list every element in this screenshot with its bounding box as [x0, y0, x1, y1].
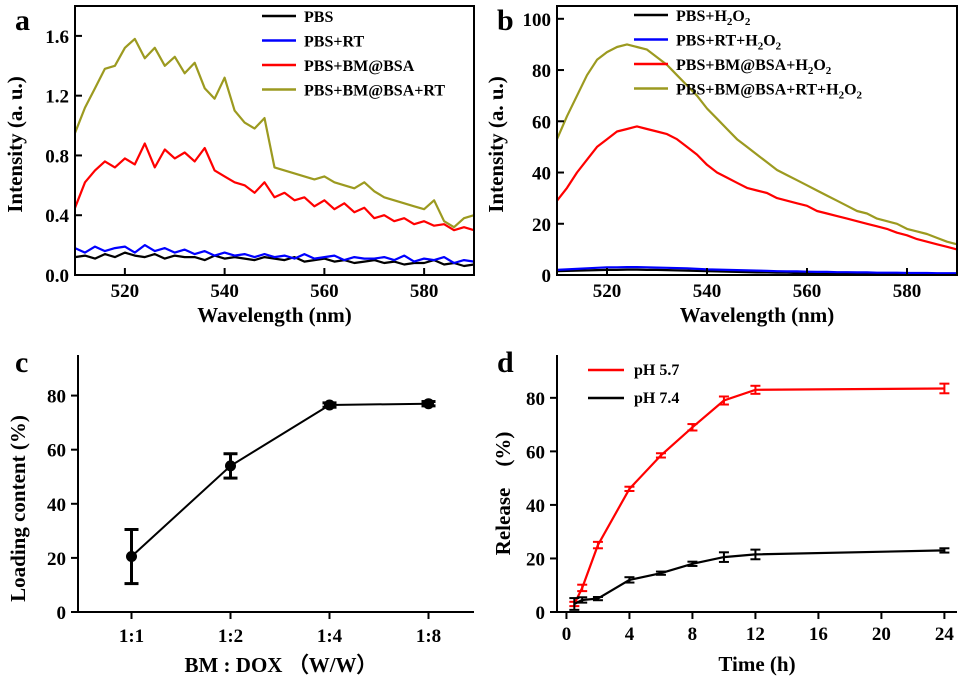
y-tick-label: 80 [526, 389, 545, 410]
y-tick-label: 0.4 [45, 206, 69, 227]
y-tick-label: 60 [526, 442, 545, 463]
plot-frame [556, 5, 958, 276]
series-line [573, 387, 945, 605]
x-tick-label: 540 [693, 281, 722, 302]
x-axis-title: Time (h) [718, 652, 795, 676]
x-tick-label: 12 [746, 624, 765, 645]
legend-label-part: O [732, 8, 744, 25]
legend-label-part: O [813, 57, 825, 74]
y-tick-label: 80 [47, 387, 66, 408]
x-tick-label: 520 [593, 281, 622, 302]
legend-label-part: O [763, 33, 775, 50]
panel-letter-b: b [497, 4, 514, 37]
x-tick-label: 8 [688, 624, 698, 645]
x-tick-label: 20 [872, 624, 891, 645]
legend-subscript: 2 [808, 65, 814, 77]
legend-label: PBS+BM@BSA [304, 58, 415, 75]
x-tick-label: 4 [625, 624, 635, 645]
legend-label: PBS+RT [304, 34, 364, 51]
x-axis-title: Wavelength (nm) [197, 303, 352, 327]
data-point [423, 398, 434, 410]
series-line [73, 142, 475, 232]
series-line [556, 125, 958, 251]
legend-label: PBS+RT+H2O2 [676, 33, 782, 53]
y-tick-label: 0 [57, 603, 67, 624]
y-tick-label: 1.6 [45, 27, 69, 48]
x-tick-label: 580 [893, 281, 922, 302]
y-axis-title: Intensity (a. u.) [484, 76, 508, 213]
y-tick-label: 0 [536, 603, 546, 624]
legend-label-part: PBS+H [676, 8, 727, 25]
y-tick-label: 20 [526, 549, 545, 570]
series-line [556, 266, 957, 275]
legend-label-part: PBS+BM@BSA+RT+H [676, 82, 839, 99]
panel-letter-c: c [15, 346, 28, 379]
panel-letter-d: d [497, 346, 514, 379]
x-tick-label: 1:2 [218, 626, 243, 647]
series-line [74, 251, 475, 268]
x-tick-label: 560 [793, 281, 822, 302]
legend-label: PBS+BM@BSA+RT+H2O2 [676, 82, 863, 102]
y-tick-label: 20 [47, 549, 66, 570]
legend-label-part: PBS+BM@BSA+H [676, 57, 808, 74]
y-tick-label: 0.8 [45, 146, 69, 167]
legend-label: pH 5.7 [634, 362, 679, 379]
x-tick-label: 540 [210, 281, 239, 302]
x-tick-label: 580 [410, 281, 439, 302]
data-point [324, 399, 335, 411]
legend-label: PBS+BM@BSA+H2O2 [676, 57, 832, 77]
y-tick-label: 20 [532, 215, 551, 236]
plot-frame [74, 5, 475, 276]
data-point [126, 551, 137, 563]
y-axis-title: Release (%) [491, 432, 515, 556]
legend-subscript: 2 [727, 16, 733, 28]
legend-label: PBS+BM@BSA+RT [304, 83, 445, 100]
y-tick-label: 60 [532, 112, 551, 133]
legend-subscript: 2 [758, 41, 764, 53]
x-tick-label: 24 [935, 624, 955, 645]
y-tick-label: 1.2 [45, 87, 69, 108]
y-tick-label: 0 [542, 266, 552, 287]
y-tick-label: 0.0 [45, 266, 69, 287]
y-tick-label: 80 [532, 61, 551, 82]
x-tick-label: 0 [562, 624, 572, 645]
legend-subscript: 2 [826, 65, 832, 77]
legend-subscript: 2 [857, 90, 863, 102]
x-tick-label: 1:4 [317, 626, 343, 647]
x-axis-title: Wavelength (nm) [680, 303, 835, 327]
panel-letter-a: a [15, 4, 30, 37]
x-tick-label: 520 [111, 281, 140, 302]
panel-a: a 520 540 560 580 0.0 0.4 0.8 1.2 1.6 Wavelength (… [3, 4, 475, 327]
panel-c: c 0 20 40 60 80 1:1 1:2 1:4 1:8 BM : DOX （W/W） Load… [6, 346, 474, 677]
y-tick-label: 40 [532, 164, 551, 185]
legend-label-part: O [844, 82, 856, 99]
y-axis-title: Intensity (a. u.) [3, 76, 27, 213]
legend-label: PBS [304, 9, 333, 26]
x-axis-title: BM : DOX （W/W） [184, 653, 377, 677]
series-line [555, 43, 958, 246]
panel-b: b 520 540 560 580 0 20 40 60 80 100 Wavelength (nm)… [484, 4, 958, 327]
x-tick-label: 1:8 [416, 626, 441, 647]
series-line [130, 402, 429, 558]
x-tick-label: 1:1 [119, 626, 144, 647]
x-tick-label: 16 [809, 624, 828, 645]
y-tick-label: 100 [523, 10, 552, 31]
x-tick-label: 560 [310, 281, 339, 302]
legend-subscript: 2 [839, 90, 845, 102]
y-axis-title: Loading content (%) [6, 415, 30, 602]
legend-label: PBS+H2O2 [676, 8, 751, 28]
legend-subscript: 2 [745, 16, 751, 28]
series-line [74, 244, 475, 265]
legend-label: pH 7.4 [634, 390, 679, 407]
panel-d: d 0 20 40 60 80 0 4 8 12 16 20 24 pH 5.7 pH 7.4 Time (h… [491, 346, 957, 676]
legend-label-part: PBS+RT+H [676, 33, 758, 50]
series-line [73, 37, 475, 229]
y-tick-label: 40 [47, 495, 66, 516]
legend-subscript: 2 [776, 41, 782, 53]
data-point [225, 460, 236, 472]
y-tick-label: 40 [526, 496, 545, 517]
y-tick-label: 60 [47, 441, 66, 462]
